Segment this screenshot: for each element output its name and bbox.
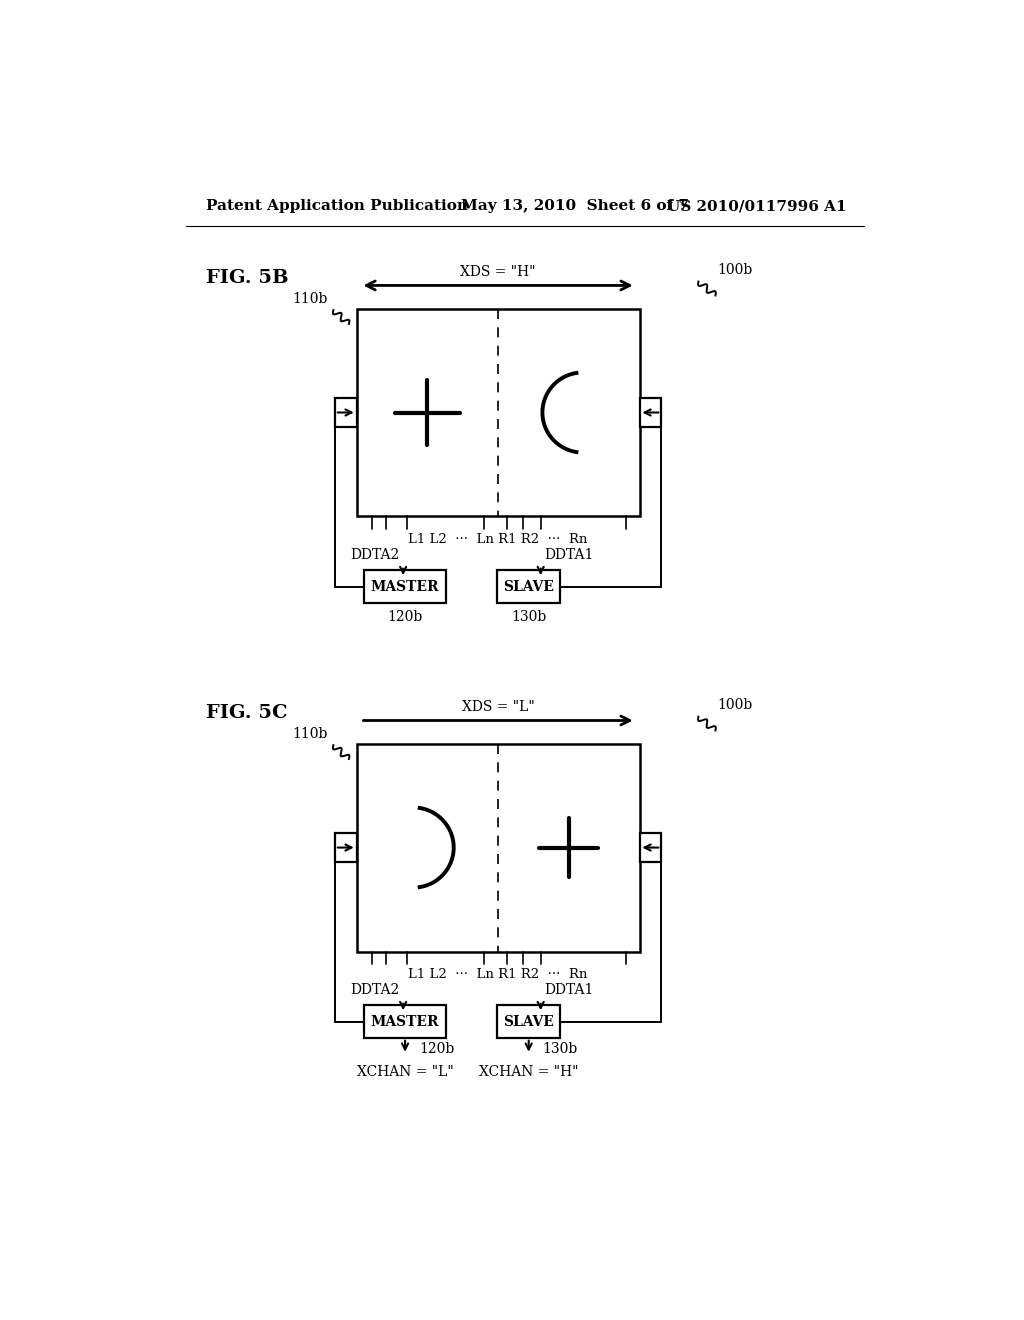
Text: MASTER: MASTER — [371, 579, 439, 594]
Text: 100b: 100b — [717, 263, 753, 277]
Bar — [335, 833, 356, 862]
Bar — [497, 1006, 560, 1038]
Text: DDTA1: DDTA1 — [544, 548, 593, 562]
Text: DDTA1: DDTA1 — [544, 983, 593, 997]
Text: XCHAN = "L": XCHAN = "L" — [356, 1065, 454, 1078]
Bar — [356, 309, 640, 516]
Text: 130b: 130b — [511, 610, 546, 623]
Text: XCHAN = "H": XCHAN = "H" — [479, 1065, 579, 1078]
Text: May 13, 2010  Sheet 6 of 7: May 13, 2010 Sheet 6 of 7 — [461, 199, 689, 213]
Text: SLAVE: SLAVE — [503, 1015, 554, 1028]
Bar — [365, 570, 445, 603]
Text: SLAVE: SLAVE — [503, 579, 554, 594]
Bar — [365, 1006, 445, 1038]
Bar — [497, 570, 560, 603]
Bar — [335, 397, 356, 428]
Bar — [640, 397, 662, 428]
Text: DDTA2: DDTA2 — [351, 548, 400, 562]
Text: 110b: 110b — [293, 292, 328, 306]
Text: US 2010/0117996 A1: US 2010/0117996 A1 — [667, 199, 846, 213]
Text: XDS = "L": XDS = "L" — [462, 700, 535, 714]
Text: Patent Application Publication: Patent Application Publication — [206, 199, 468, 213]
Text: FIG. 5C: FIG. 5C — [206, 704, 287, 722]
Bar — [356, 743, 640, 952]
Text: 120b: 120b — [387, 610, 423, 623]
Text: 130b: 130b — [543, 1041, 578, 1056]
Text: DDTA2: DDTA2 — [351, 983, 400, 997]
Text: L1 L2  ···  Ln R1 R2  ···  Rn: L1 L2 ··· Ln R1 R2 ··· Rn — [409, 968, 588, 981]
Text: L1 L2  ···  Ln R1 R2  ···  Rn: L1 L2 ··· Ln R1 R2 ··· Rn — [409, 533, 588, 546]
Text: 100b: 100b — [717, 698, 753, 711]
Text: XDS = "H": XDS = "H" — [461, 264, 536, 279]
Text: FIG. 5B: FIG. 5B — [206, 269, 288, 286]
Text: 120b: 120b — [419, 1041, 455, 1056]
Text: 110b: 110b — [293, 727, 328, 742]
Text: MASTER: MASTER — [371, 1015, 439, 1028]
Bar — [640, 833, 662, 862]
